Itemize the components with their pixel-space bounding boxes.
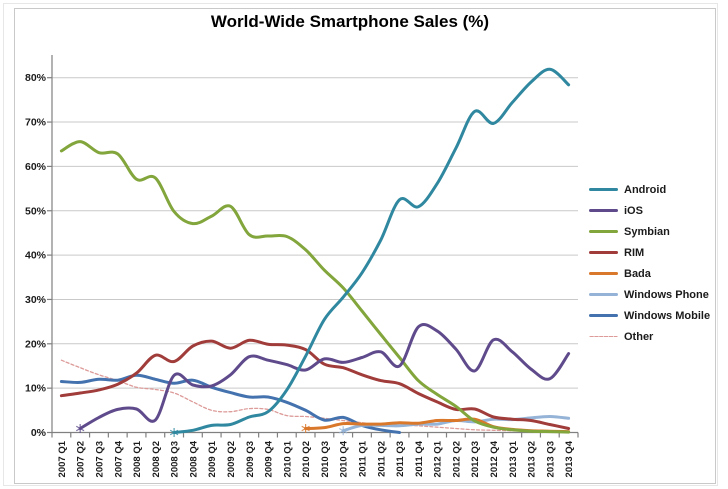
legend-swatch-ios	[589, 209, 618, 212]
x-axis-label: 2010 Q1	[282, 440, 293, 477]
y-axis-label: 40%	[25, 250, 47, 262]
legend-label-other: Other	[624, 330, 654, 343]
legend-item-bada: Bada	[589, 263, 710, 284]
x-axis-label: 2013 Q2	[527, 441, 538, 477]
legend-label-windows-phone: Windows Phone	[624, 288, 709, 301]
legend-label-symbian: Symbian	[624, 225, 670, 238]
legend-label-android: Android	[624, 183, 667, 196]
chart-inner-border	[14, 8, 716, 484]
x-axis-label: 2013 Q3	[545, 441, 556, 477]
x-axis-label: 2011 Q4	[414, 440, 425, 477]
x-axis-label: 2008 Q1	[132, 440, 143, 477]
legend-swatch-symbian	[589, 230, 618, 233]
x-axis-label: 2010 Q4	[339, 440, 350, 477]
y-axis-label: 0%	[31, 427, 47, 439]
y-axis-label: 10%	[25, 383, 47, 395]
y-axis-label: 30%	[25, 294, 47, 306]
legend-label-ios: iOS	[624, 204, 643, 217]
y-axis-label: 70%	[25, 117, 47, 129]
x-axis-label: 2010 Q3	[320, 441, 331, 477]
series-line-rim	[59, 338, 571, 430]
x-axis-label: 2012 Q1	[433, 440, 444, 477]
x-axis-label: 2008 Q4	[188, 440, 199, 477]
legend-label-bada: Bada	[624, 267, 651, 280]
chart-legend: Android iOS Symbian RIM Bada Windows Phone Win…	[589, 179, 710, 347]
y-axis-label: 20%	[25, 338, 47, 350]
y-axis-label: 50%	[25, 205, 47, 217]
x-axis-label: 2008 Q3	[170, 441, 181, 477]
series-line-ios	[78, 323, 571, 430]
x-axis-label: 2011 Q3	[395, 441, 406, 477]
legend-swatch-windows-phone	[589, 293, 618, 296]
x-axis-label: 2007 Q2	[76, 441, 87, 477]
x-axis-label: 2007 Q4	[113, 440, 124, 477]
series-line-android	[172, 67, 571, 434]
legend-label-windows-mobile: Windows Mobile	[624, 309, 711, 322]
x-axis-label: 2013 Q4	[564, 440, 575, 477]
series-start-marker-android	[169, 429, 179, 436]
x-axis-label: 2009 Q2	[226, 441, 237, 477]
legend-item-android: Android	[589, 179, 710, 200]
legend-item-windows-phone: Windows Phone	[589, 284, 710, 305]
series-start-marker-ios	[75, 425, 85, 432]
series-start-marker-windows-phone	[338, 427, 348, 434]
legend-item-other: Other	[589, 326, 710, 347]
x-axis-label: 2009 Q3	[245, 441, 256, 477]
legend-swatch-bada	[589, 272, 618, 275]
series-line-symbian	[59, 140, 571, 434]
y-axis-label: 80%	[25, 72, 47, 84]
x-axis-label: 2007 Q1	[57, 440, 68, 477]
x-axis-label: 2013 Q1	[508, 440, 519, 477]
x-axis-label: 2009 Q4	[264, 440, 275, 477]
x-axis-label: 2007 Q3	[94, 441, 105, 477]
x-axis-label: 2011 Q1	[357, 440, 368, 477]
x-axis-label: 2012 Q4	[489, 440, 500, 477]
series-line-other	[60, 359, 570, 432]
legend-swatch-android	[589, 188, 618, 191]
legend-label-rim: RIM	[624, 246, 645, 259]
legend-swatch-other	[589, 336, 618, 337]
x-axis-label: 2010 Q2	[301, 441, 312, 477]
y-axis-label: 60%	[25, 161, 47, 173]
x-axis-label: 2012 Q3	[470, 441, 481, 477]
series-line-windows-mobile	[59, 373, 401, 434]
legend-item-windows-mobile: Windows Mobile	[589, 305, 710, 326]
chart-title: World-Wide Smartphone Sales (%)	[210, 12, 490, 31]
legend-item-ios: iOS	[589, 200, 710, 221]
legend-item-rim: RIM	[589, 242, 710, 263]
series-start-marker-bada	[301, 425, 310, 432]
x-axis-label: 2009 Q1	[207, 440, 218, 477]
legend-item-symbian: Symbian	[589, 221, 710, 242]
x-axis-label: 2012 Q2	[451, 441, 462, 477]
x-axis-label: 2011 Q2	[376, 441, 387, 477]
x-axis-label: 2008 Q2	[151, 441, 162, 477]
legend-swatch-rim	[589, 251, 618, 254]
legend-swatch-windows-mobile	[589, 314, 618, 317]
